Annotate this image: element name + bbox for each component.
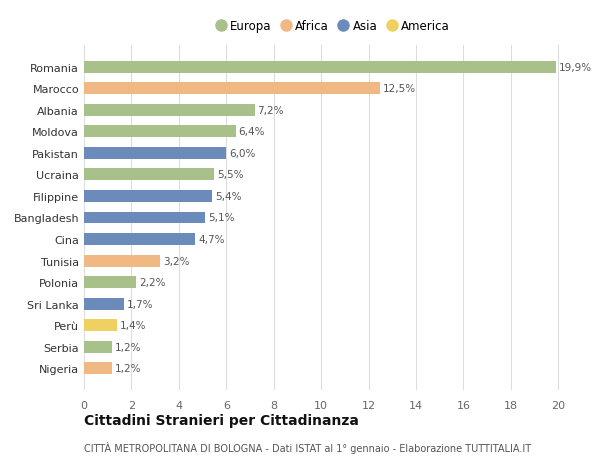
Bar [84, 126, 236, 138]
Bar [84, 83, 380, 95]
Text: 3,2%: 3,2% [163, 256, 189, 266]
Text: 4,7%: 4,7% [199, 235, 225, 245]
Text: 19,9%: 19,9% [559, 62, 592, 73]
Text: CITTÀ METROPOLITANA DI BOLOGNA - Dati ISTAT al 1° gennaio - Elaborazione TUTTITA: CITTÀ METROPOLITANA DI BOLOGNA - Dati IS… [84, 441, 531, 453]
Text: 5,4%: 5,4% [215, 191, 241, 202]
Legend: Europa, Africa, Asia, America: Europa, Africa, Asia, America [214, 17, 452, 35]
Bar [84, 298, 124, 310]
Bar [84, 363, 112, 375]
Bar [84, 148, 226, 159]
Text: 12,5%: 12,5% [383, 84, 416, 94]
Text: 1,7%: 1,7% [127, 299, 154, 309]
Bar [84, 319, 117, 331]
Bar [84, 212, 205, 224]
Bar [84, 255, 160, 267]
Text: 2,2%: 2,2% [139, 278, 166, 287]
Bar [84, 234, 196, 246]
Text: 6,4%: 6,4% [239, 127, 265, 137]
Text: 5,1%: 5,1% [208, 213, 234, 223]
Text: 6,0%: 6,0% [229, 149, 256, 158]
Bar [84, 62, 556, 73]
Text: 1,2%: 1,2% [115, 364, 142, 374]
Bar [84, 105, 255, 117]
Text: 5,5%: 5,5% [217, 170, 244, 180]
Bar [84, 169, 214, 181]
Bar [84, 190, 212, 202]
Bar [84, 277, 136, 288]
Text: Cittadini Stranieri per Cittadinanza: Cittadini Stranieri per Cittadinanza [84, 413, 359, 427]
Text: 7,2%: 7,2% [257, 106, 284, 116]
Text: 1,2%: 1,2% [115, 342, 142, 352]
Text: 1,4%: 1,4% [120, 320, 146, 330]
Bar [84, 341, 112, 353]
